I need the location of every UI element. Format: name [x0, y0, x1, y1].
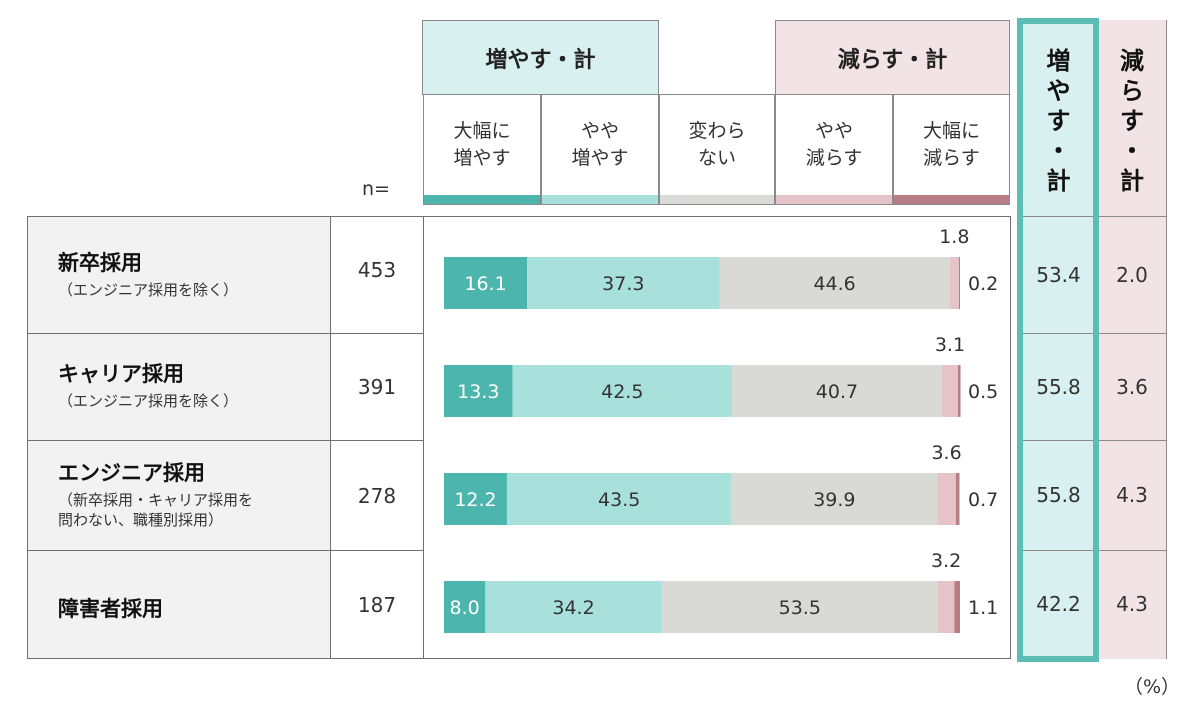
category-header-slight-increase: やや 増やす — [541, 94, 659, 205]
increase-total-value: 55.8 — [1036, 483, 1081, 507]
data-label-no-change: 39.9 — [813, 489, 855, 511]
category-header-large-decrease: 大幅に 減らす — [893, 94, 1010, 205]
bar-segment-large-decrease — [955, 473, 960, 525]
bar-segment-slight-decrease — [941, 365, 958, 417]
data-label-large-increase: 13.3 — [457, 381, 499, 403]
swatch-large-increase — [424, 195, 540, 204]
row-title: キャリア採用 — [58, 362, 184, 386]
increase-group-header: 増やす・計 — [422, 20, 659, 95]
data-label-large-increase: 16.1 — [464, 273, 506, 295]
data-label-large-increase: 8.0 — [450, 597, 480, 619]
bar-segment-large-increase — [444, 581, 486, 633]
decrease-total-column-bg — [1097, 20, 1167, 659]
bar-segment-slight-increase — [527, 257, 720, 309]
data-label-large-decrease: 0.2 — [968, 273, 998, 295]
row-title: エンジニア採用 — [58, 461, 205, 485]
data-label-large-decrease: 1.1 — [968, 597, 998, 619]
increase-total-highlight-frame — [1017, 18, 1099, 662]
bar-segment-large-decrease — [957, 365, 961, 417]
row-subtitle: （エンジニア採用を除く） — [58, 392, 239, 410]
bar-segment-slight-increase — [485, 581, 662, 633]
decrease-total-value: 2.0 — [1116, 262, 1148, 287]
data-label-slight-decrease: 1.8 — [939, 226, 969, 248]
data-label-large-decrease: 0.5 — [968, 381, 998, 403]
data-label-slight-increase: 43.5 — [598, 489, 640, 511]
row-title: 障害者採用 — [58, 597, 163, 621]
data-label-slight-decrease: 3.1 — [935, 334, 965, 356]
swatch-large-decrease — [894, 195, 1009, 204]
row-name-cell: エンジニア採用 （新卒採用・キャリア採用を 問わない、職種別採用） — [27, 440, 331, 551]
data-label-no-change: 40.7 — [816, 381, 858, 403]
bar-segment-large-increase — [444, 257, 528, 309]
increase-total-header: 増 や す ・ 計 — [1046, 47, 1071, 195]
decrease-total-value: 4.3 — [1116, 592, 1148, 616]
row-subtitle: （エンジニア採用を除く） — [58, 281, 239, 299]
decrease-total-value: 3.6 — [1116, 374, 1148, 399]
bar-segment-no-change — [731, 473, 938, 525]
bar-segment-no-change — [661, 581, 938, 633]
bar-segment-large-decrease — [954, 581, 960, 633]
increase-total-value: 42.2 — [1036, 592, 1081, 616]
n-label: n= — [362, 178, 390, 200]
data-label-slight-increase: 37.3 — [602, 273, 644, 295]
swatch-slight-increase — [542, 195, 658, 204]
row-subtitle: （新卒採用・キャリア採用を 問わない、職種別採用） — [58, 491, 254, 529]
bar-segment-slight-decrease — [949, 257, 959, 309]
row-name-cell: 障害者採用 — [27, 550, 331, 659]
data-label-slight-decrease: 3.6 — [931, 442, 961, 464]
decrease-total-header: 減 ら す ・ 計 — [1120, 47, 1144, 195]
swatch-slight-decrease — [776, 195, 892, 204]
row-n-value: 453 — [330, 216, 424, 334]
category-header-large-increase: 大幅に 増やす — [423, 94, 541, 205]
bar-segment-large-increase — [444, 365, 513, 417]
category-header-no-change: 変わら ない — [659, 94, 775, 205]
bar-segment-slight-decrease — [937, 581, 955, 633]
data-label-large-increase: 12.2 — [454, 489, 496, 511]
data-label-slight-increase: 42.5 — [601, 381, 643, 403]
row-title: 新卒採用 — [58, 251, 142, 275]
data-label-no-change: 53.5 — [779, 597, 821, 619]
bar-segment-large-increase — [444, 473, 507, 525]
bar-segment-slight-decrease — [937, 473, 956, 525]
bar-segment-slight-increase — [512, 365, 732, 417]
bar-segment-no-change — [731, 365, 942, 417]
decrease-total-value: 4.3 — [1116, 483, 1148, 507]
data-label-large-decrease: 0.7 — [968, 489, 998, 511]
data-label-slight-decrease: 3.2 — [931, 550, 961, 572]
row-n-value: 391 — [330, 333, 424, 441]
data-label-slight-increase: 34.2 — [552, 597, 594, 619]
increase-total-value: 55.8 — [1036, 374, 1081, 399]
increase-total-value: 53.4 — [1036, 262, 1081, 287]
row-name-cell: キャリア採用 （エンジニア採用を除く） — [27, 333, 331, 441]
category-header-slight-decrease: やや 減らす — [775, 94, 893, 205]
bar-segment-no-change — [719, 257, 950, 309]
bar-segment-slight-increase — [506, 473, 732, 525]
data-label-no-change: 44.6 — [813, 273, 855, 295]
increase-total-column-bg — [1022, 20, 1095, 658]
unit-label: （%） — [1124, 676, 1181, 698]
bar-segment-large-decrease — [958, 257, 960, 309]
row-n-value: 278 — [330, 440, 424, 551]
swatch-no-change — [660, 195, 774, 204]
